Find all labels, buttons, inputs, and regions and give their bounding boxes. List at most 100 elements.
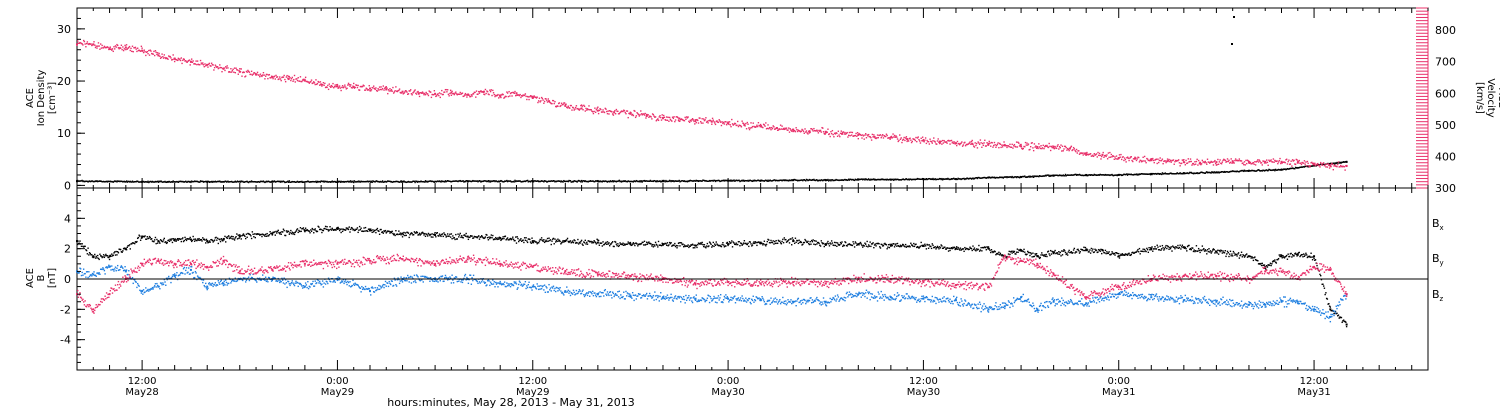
velocity-series-point — [873, 134, 875, 136]
density-series-point — [1067, 174, 1070, 176]
velocity-series-point — [951, 142, 953, 144]
velocity-series-point — [299, 80, 301, 82]
density-series-point — [99, 180, 102, 182]
bx-series-point — [190, 239, 192, 241]
density-series-point — [250, 180, 253, 182]
velocity-series-point — [148, 49, 150, 52]
bx-series-point — [205, 242, 207, 244]
density-series-point — [289, 181, 291, 184]
velocity-series-point — [1216, 163, 1218, 166]
velocity-series-point — [192, 60, 194, 62]
bx-series-point — [134, 242, 136, 245]
bx-series-point — [850, 244, 853, 246]
velocity-series-point — [236, 69, 238, 71]
bx-series-point — [1058, 253, 1061, 255]
density-series-point — [1300, 166, 1302, 169]
velocity-series-point — [1118, 157, 1120, 160]
density-series-point — [793, 178, 796, 181]
velocity-series-point — [572, 106, 574, 109]
density-series-point — [757, 179, 760, 181]
density-series-point — [621, 180, 623, 182]
velocity-series-point — [1195, 160, 1198, 163]
velocity-series-point — [606, 112, 609, 115]
velocity-series-point — [279, 78, 282, 80]
bx-series-point — [124, 248, 126, 250]
bx-series-point — [901, 243, 904, 246]
bx-series-point — [518, 240, 520, 243]
velocity-series-point — [1126, 156, 1129, 158]
density-series-point — [1298, 166, 1300, 169]
velocity-series-point — [130, 47, 132, 50]
velocity-series-point — [937, 138, 939, 140]
velocity-series-point — [1325, 166, 1327, 168]
bx-series-point — [349, 231, 351, 233]
density-series-point — [521, 180, 524, 183]
density-series-point — [335, 181, 338, 183]
density-series-point — [1235, 170, 1238, 173]
velocity-series-point — [663, 116, 666, 119]
density-series-point — [269, 181, 271, 183]
bx-series-point — [901, 244, 903, 247]
velocity-series-point — [912, 138, 914, 140]
density-series-point — [131, 180, 134, 182]
density-series-point — [711, 179, 713, 182]
velocity-series-point — [454, 92, 456, 94]
density-series-point — [358, 180, 360, 182]
bx-series-point — [590, 240, 592, 243]
velocity-series-point — [1170, 161, 1172, 163]
density-series-point — [628, 180, 631, 183]
density-series-point — [381, 180, 384, 182]
velocity-series-point — [225, 66, 227, 68]
density-series-point — [1294, 166, 1297, 169]
density-series-point — [668, 179, 671, 182]
velocity-series-point — [1175, 159, 1177, 162]
density-series-point — [523, 180, 526, 182]
density-series-point — [446, 180, 448, 182]
density-series-point — [415, 180, 417, 182]
density-series-point — [213, 181, 215, 183]
velocity-series-point — [899, 138, 902, 140]
density-series-point — [1087, 174, 1090, 176]
bx-series-point — [705, 245, 708, 247]
density-series-point — [808, 179, 810, 181]
bx-series-point — [143, 236, 146, 238]
density-series-point — [911, 178, 914, 181]
bx-series-point — [132, 242, 134, 244]
bx-series-point — [1089, 249, 1091, 251]
bx-series-point — [1090, 247, 1093, 250]
velocity-series-point — [765, 122, 767, 124]
velocity-series-point — [983, 142, 985, 144]
density-series-point — [128, 181, 131, 183]
bx-series-point — [913, 245, 916, 248]
velocity-series-point — [279, 76, 281, 78]
bx-series-point — [865, 245, 868, 247]
density-series-point — [616, 180, 618, 182]
density-series-point — [342, 180, 345, 183]
density-series-point — [810, 179, 813, 182]
density-series-point — [813, 178, 815, 181]
velocity-series-point — [1251, 162, 1254, 164]
density-series-point — [553, 180, 555, 182]
velocity-series-point — [1083, 152, 1085, 154]
velocity-series-point — [1215, 161, 1218, 164]
density-series-point — [953, 177, 955, 180]
density-series-point — [964, 178, 966, 181]
bx-series-point — [497, 237, 499, 239]
bx-series-point — [333, 229, 335, 232]
density-series-point — [425, 181, 427, 183]
velocity-series-point — [116, 43, 118, 46]
velocity-series-point — [547, 98, 549, 100]
bx-series-point — [261, 235, 263, 238]
bx-series-point — [563, 240, 566, 242]
velocity-series-point — [1049, 145, 1051, 148]
density-series-point — [674, 180, 676, 182]
density-series-point — [321, 180, 324, 183]
bx-series-point — [346, 228, 348, 230]
density-series-point — [1064, 175, 1066, 177]
density-series-point — [585, 180, 587, 183]
bx-series-point — [274, 234, 276, 236]
bx-series-point — [696, 246, 698, 249]
density-series-point — [1032, 175, 1034, 177]
bx-series-point — [1068, 249, 1070, 252]
density-series-point — [1044, 174, 1047, 177]
